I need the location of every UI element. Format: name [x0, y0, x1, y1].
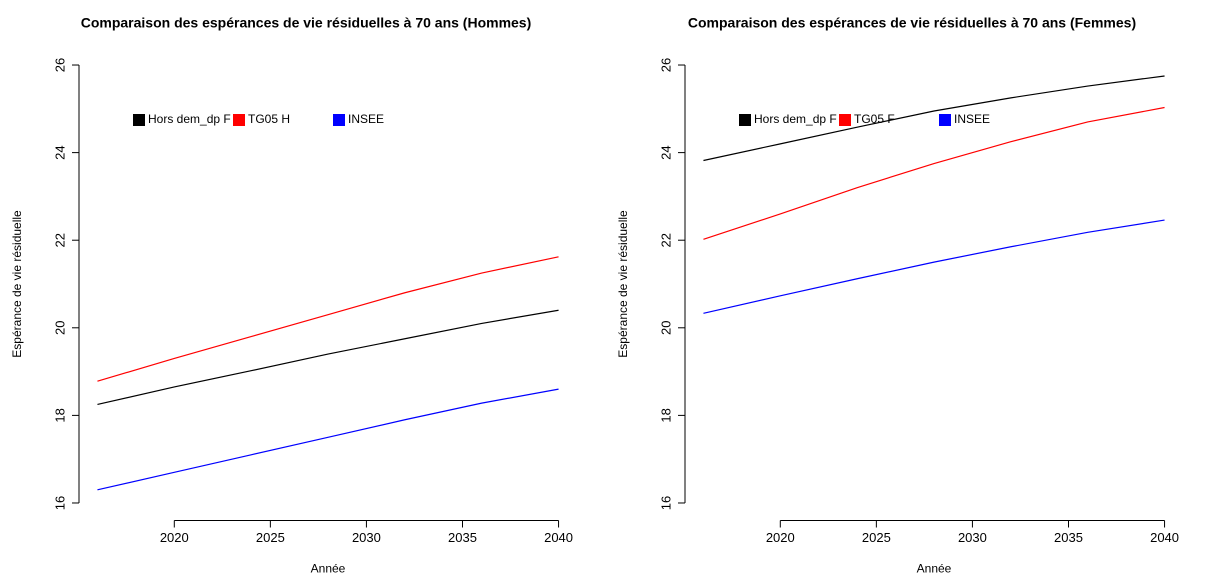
y-tick-label: 26 — [658, 58, 673, 72]
x-tick-label: 2020 — [766, 530, 795, 545]
x-tick-label: 2030 — [352, 530, 381, 545]
y-tick-label: 18 — [658, 408, 673, 422]
x-tick-label: 2040 — [544, 530, 573, 545]
legend-label: INSEE — [954, 112, 990, 126]
legend-swatch — [333, 114, 345, 126]
y-tick-label: 24 — [52, 145, 67, 159]
series-line — [97, 388, 559, 491]
series-line — [97, 309, 559, 406]
series-line — [97, 256, 559, 382]
legend-label: TG05 F — [854, 112, 895, 126]
chart-panel: Comparaison des espérances de vie résidu… — [616, 15, 1179, 576]
x-tick-label: 2035 — [1054, 530, 1083, 545]
legend-label: Hors dem_dp F — [148, 112, 231, 126]
chart-panel: Comparaison des espérances de vie résidu… — [10, 15, 573, 576]
legend-swatch — [133, 114, 145, 126]
x-tick-label: 2025 — [862, 530, 891, 545]
y-axis-label: Espérance de vie résiduelle — [616, 210, 630, 358]
x-tick-label: 2035 — [448, 530, 477, 545]
y-tick-label: 16 — [658, 496, 673, 510]
x-tick-label: 2025 — [256, 530, 285, 545]
series-line — [703, 106, 1165, 240]
x-tick-label: 2030 — [958, 530, 987, 545]
y-tick-label: 20 — [658, 321, 673, 335]
x-tick-label: 2040 — [1150, 530, 1179, 545]
y-tick-label: 16 — [52, 496, 67, 510]
chart-title: Comparaison des espérances de vie résidu… — [688, 15, 1136, 31]
series-line — [703, 219, 1165, 314]
y-tick-label: 22 — [658, 233, 673, 247]
legend-swatch — [839, 114, 851, 126]
y-tick-label: 18 — [52, 408, 67, 422]
legend-label: Hors dem_dp F — [754, 112, 837, 126]
y-tick-label: 26 — [52, 58, 67, 72]
y-tick-label: 20 — [52, 321, 67, 335]
x-axis-label: Année — [311, 562, 346, 576]
legend-swatch — [939, 114, 951, 126]
legend-swatch — [739, 114, 751, 126]
legend-label: INSEE — [348, 112, 384, 126]
legend-swatch — [233, 114, 245, 126]
chart-title: Comparaison des espérances de vie résidu… — [81, 15, 532, 31]
y-tick-label: 24 — [658, 145, 673, 159]
legend-label: TG05 H — [248, 112, 290, 126]
x-tick-label: 2020 — [160, 530, 189, 545]
y-tick-label: 22 — [52, 233, 67, 247]
x-axis-label: Année — [917, 562, 952, 576]
y-axis-label: Espérance de vie résiduelle — [10, 210, 24, 358]
series-line — [703, 75, 1165, 162]
